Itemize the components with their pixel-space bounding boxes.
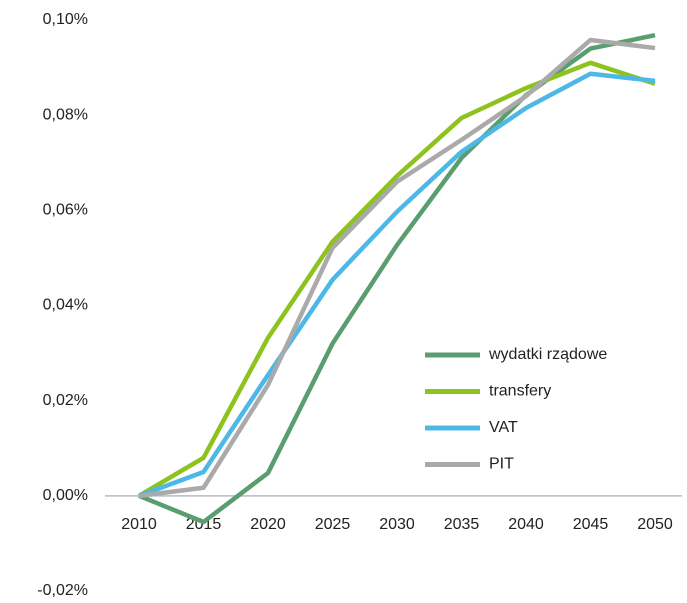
x-tick-label: 2050 xyxy=(637,516,673,533)
x-tick-label: 2025 xyxy=(315,516,351,533)
legend-label: transfery xyxy=(489,383,551,400)
y-tick-label: 0,02% xyxy=(43,392,88,409)
series-line xyxy=(138,33,656,525)
legend-label: PIT xyxy=(489,456,514,473)
series-line xyxy=(138,37,656,499)
x-tick-label: 2040 xyxy=(508,516,544,533)
x-tick-label: 2045 xyxy=(573,516,609,533)
y-tick-label: 0,08% xyxy=(43,106,88,123)
x-tick-label: 2020 xyxy=(250,516,286,533)
y-tick-label: 0,06% xyxy=(43,202,88,219)
y-tick-label: 0,10% xyxy=(43,11,88,28)
y-tick-label: 0,04% xyxy=(43,297,88,314)
series-line xyxy=(137,60,656,498)
x-tick-label: 2035 xyxy=(444,516,480,533)
x-tick-label: 2030 xyxy=(379,516,415,533)
legend-label: wydatki rządowe xyxy=(488,346,607,363)
x-tick-label: 2010 xyxy=(121,516,157,533)
y-tick-label: 0,00% xyxy=(43,487,88,504)
series-line xyxy=(138,71,656,498)
y-tick-label: -0,02% xyxy=(37,582,88,599)
legend-label: VAT xyxy=(489,419,518,436)
